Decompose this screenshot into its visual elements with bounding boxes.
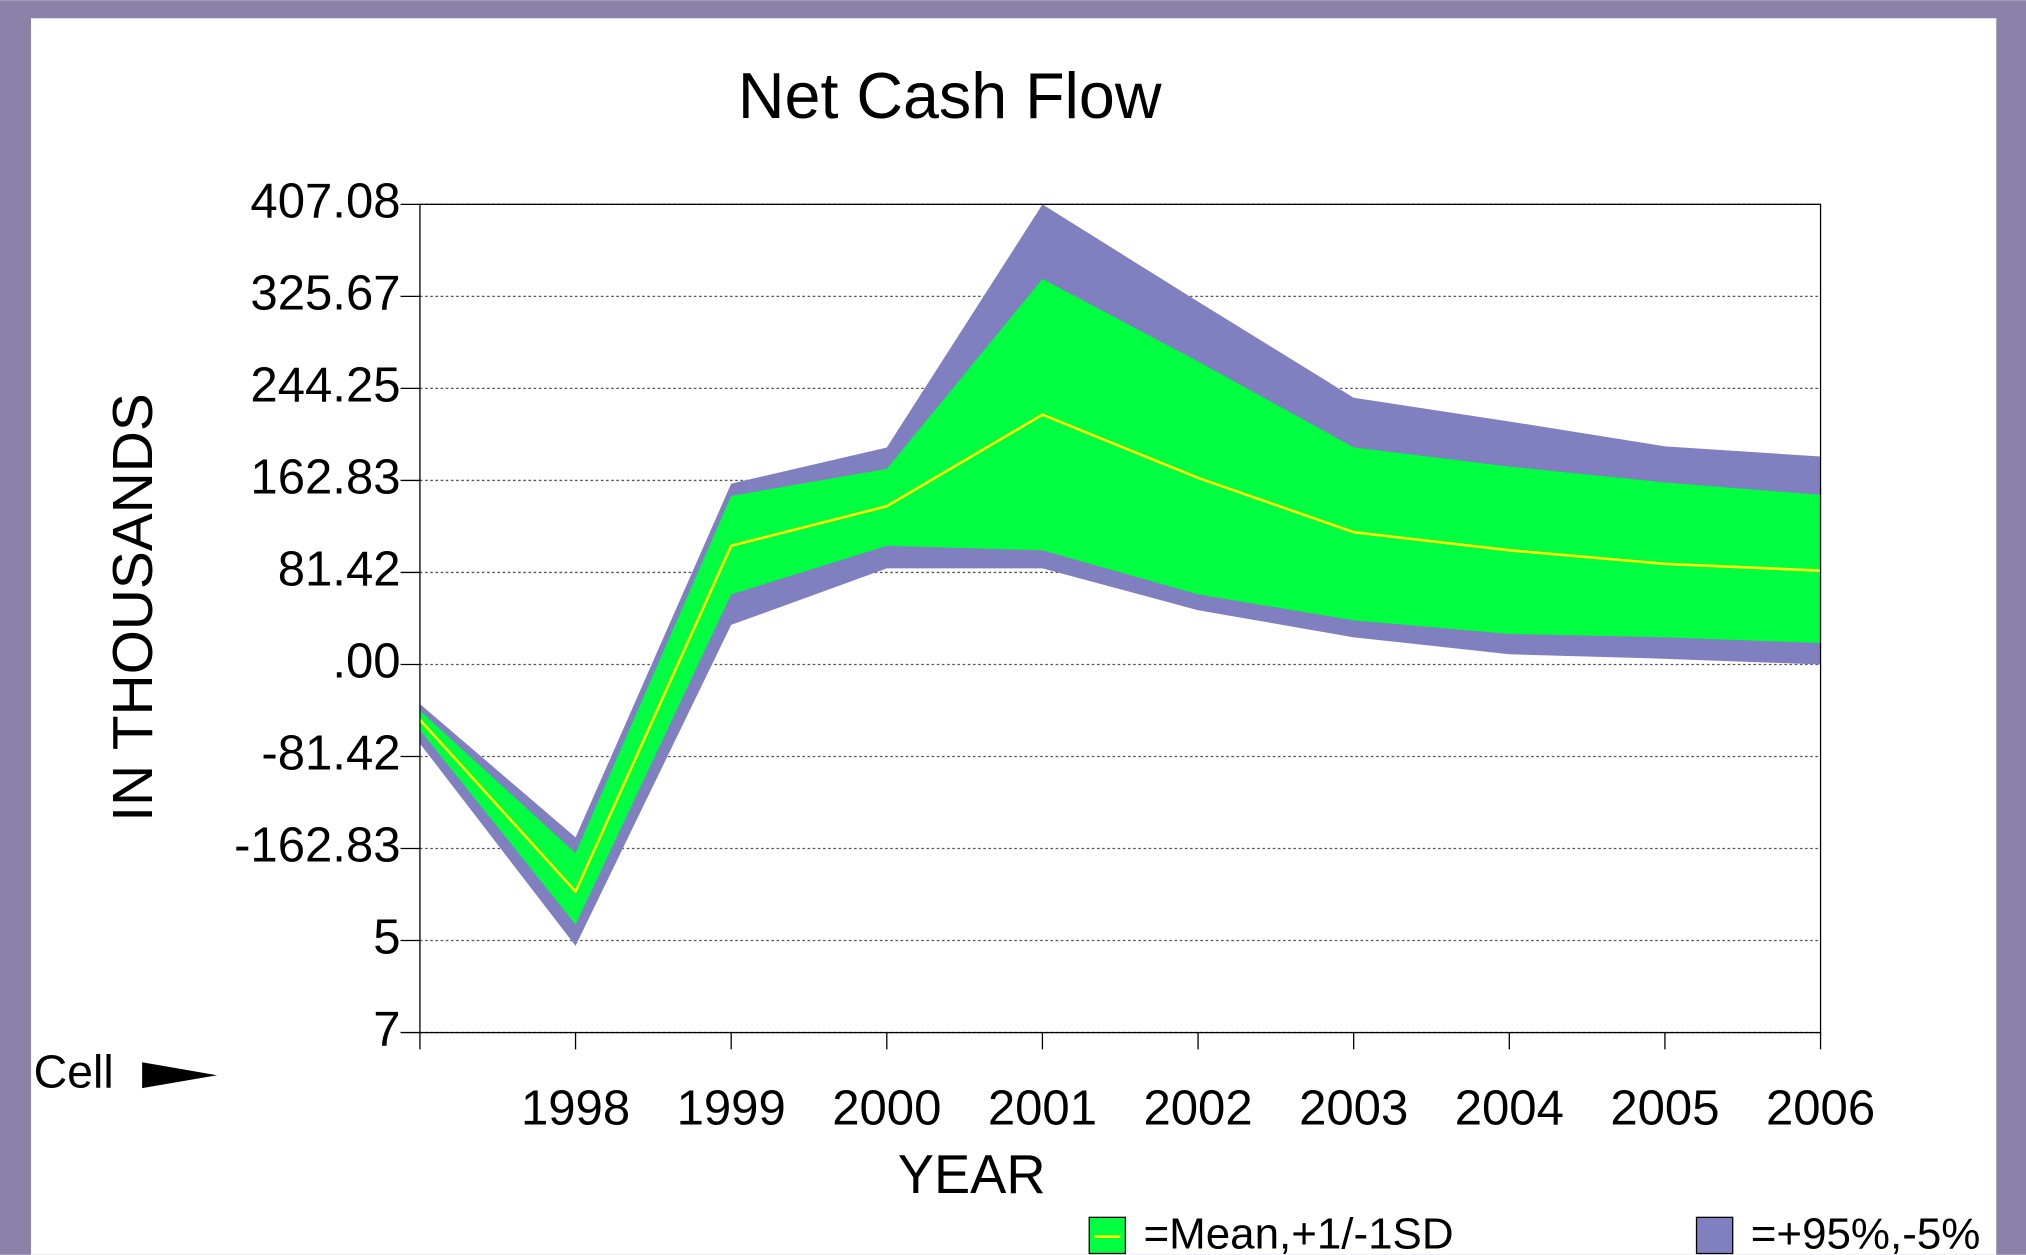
legend-label: =Mean,+1/-1SD bbox=[1144, 1209, 1454, 1255]
y-tick-label: 7 bbox=[373, 1003, 400, 1057]
plot-frame bbox=[419, 203, 1822, 1034]
y-tick-label: -81.42 bbox=[261, 726, 400, 780]
annotation-arrow bbox=[142, 1062, 218, 1089]
x-tick-label: 1999 bbox=[677, 1081, 786, 1135]
x-tick-label: 2005 bbox=[1610, 1081, 1719, 1135]
y-axis-title: IN THOUSANDS bbox=[102, 393, 165, 822]
y-tick-label: 407.08 bbox=[250, 174, 400, 228]
chart-title: Net Cash Flow bbox=[738, 60, 1162, 132]
mean-line bbox=[418, 413, 1821, 894]
x-axis-title: YEAR bbox=[898, 1145, 1046, 1205]
x-tick-label: 2003 bbox=[1299, 1081, 1408, 1135]
band-area bbox=[419, 204, 1821, 946]
y-tick-label: 162.83 bbox=[250, 450, 400, 504]
y-tick-label: 325.67 bbox=[250, 266, 400, 320]
y-tick-label: 244.25 bbox=[250, 358, 400, 412]
x-tick-label: 2004 bbox=[1455, 1081, 1564, 1135]
y-tick-label: -162.83 bbox=[234, 818, 400, 872]
x-tick-label: 2001 bbox=[988, 1081, 1097, 1135]
plot: 407.08 325.67 244.25 162.83 81.42 .00 -81.42 -1… bbox=[234, 174, 1980, 1255]
x-tick-label: 2006 bbox=[1766, 1081, 1875, 1135]
y-tick-label: .00 bbox=[332, 634, 400, 688]
band-area bbox=[419, 279, 1821, 925]
y-tick-label: 5 bbox=[373, 911, 400, 965]
legend-label: =+95%,-5% bbox=[1751, 1209, 1981, 1255]
y-tick-label: 81.42 bbox=[278, 542, 401, 596]
x-tick-label: 2002 bbox=[1143, 1081, 1252, 1135]
x-tick-label: 1998 bbox=[521, 1081, 630, 1135]
legend-swatch bbox=[1695, 1216, 1734, 1255]
x-tick-label: 2000 bbox=[832, 1081, 941, 1135]
annotation: Cell bbox=[34, 1045, 114, 1097]
